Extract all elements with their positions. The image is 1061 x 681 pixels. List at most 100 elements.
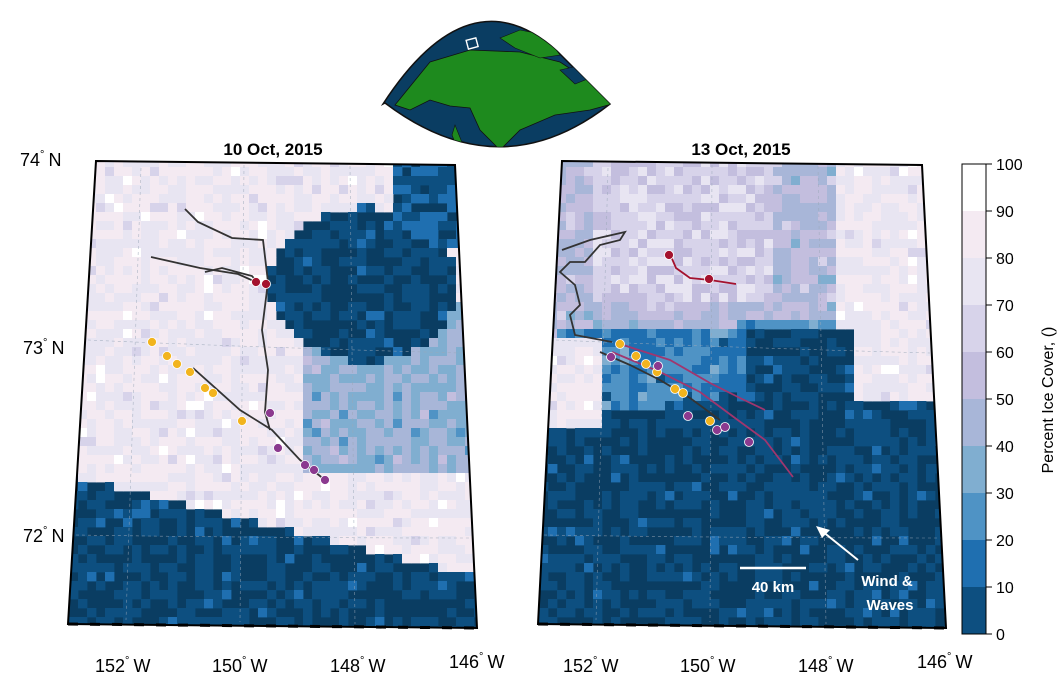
ice-cell <box>456 545 466 555</box>
ice-cell <box>69 356 79 366</box>
ice-cell <box>375 509 385 519</box>
ice-cell <box>195 437 205 447</box>
ice-cell <box>881 554 891 564</box>
ice-cell <box>204 410 214 420</box>
ice-cell <box>114 230 124 240</box>
ice-cell <box>620 626 630 628</box>
ice-cell <box>420 482 430 492</box>
ice-cell <box>647 401 657 411</box>
ice-cell <box>809 221 819 231</box>
ice-cell <box>863 167 873 177</box>
ice-cell <box>177 392 187 402</box>
ice-cell <box>240 581 250 591</box>
ice-cell <box>890 617 900 627</box>
ice-cell <box>647 284 657 294</box>
ice-cell <box>575 383 585 393</box>
ice-cell <box>285 455 295 465</box>
ice-cell <box>854 185 864 195</box>
ice-cell <box>420 527 430 537</box>
buoy-marker <box>208 388 218 398</box>
ice-cell <box>114 212 124 222</box>
ice-cell <box>935 194 945 204</box>
ice-cell <box>150 284 160 294</box>
ice-cell <box>438 590 448 600</box>
ice-cell <box>483 302 492 311</box>
ice-cell <box>746 275 756 285</box>
ice-cell <box>538 482 540 492</box>
ice-cell <box>150 626 160 628</box>
ice-cell <box>402 365 412 375</box>
ice-cell <box>195 599 205 609</box>
ice-cell <box>357 509 367 519</box>
ice-cell <box>204 437 214 447</box>
ice-cell <box>538 374 540 384</box>
ice-cell <box>773 176 783 186</box>
ice-cell <box>782 599 792 609</box>
ice-cell <box>78 545 88 555</box>
ice-cell <box>557 356 567 366</box>
ice-cell <box>123 608 133 618</box>
ice-cell <box>539 284 549 294</box>
ice-cell <box>330 374 340 384</box>
ice-cell <box>204 374 214 384</box>
ice-cell <box>539 266 549 276</box>
ice-cell <box>456 374 466 384</box>
ice-cell <box>222 581 232 591</box>
ice-cell <box>159 464 169 474</box>
ice-cell <box>411 185 421 195</box>
ice-cell <box>746 203 756 213</box>
ice-cell <box>141 203 151 213</box>
ice-cell <box>438 284 448 294</box>
ice-cell <box>737 302 747 312</box>
ice-cell <box>68 383 70 393</box>
ice-cell <box>809 212 819 222</box>
ice-cell <box>863 374 873 384</box>
ice-cell <box>611 311 621 321</box>
ice-cell <box>312 482 322 492</box>
ice-cell <box>276 338 286 348</box>
ice-cell <box>611 554 621 564</box>
ice-cell <box>782 518 792 528</box>
ice-cell <box>818 599 828 609</box>
ice-cell <box>393 176 403 186</box>
ice-cell <box>87 275 97 285</box>
ice-cell <box>584 230 594 240</box>
ice-cell <box>402 383 412 393</box>
ice-cell <box>420 500 430 510</box>
ice-cell <box>330 464 340 474</box>
ice-cell <box>366 428 376 438</box>
ice-cell <box>854 527 864 537</box>
ice-cell <box>935 329 945 339</box>
ice-cell <box>620 176 630 186</box>
ice-cell <box>899 230 909 240</box>
ice-cell <box>267 536 277 546</box>
ice-cell <box>465 266 475 276</box>
ice-cell <box>321 374 331 384</box>
ice-cell <box>800 437 810 447</box>
ice-cell <box>339 176 349 186</box>
ice-cell <box>935 221 945 231</box>
ice-cell <box>692 401 702 411</box>
ice-cell <box>566 392 576 402</box>
ice-cell <box>593 302 603 312</box>
ice-cell <box>96 509 106 519</box>
ice-cell <box>123 161 133 168</box>
ice-cell <box>186 203 196 213</box>
ice-cell <box>863 392 873 402</box>
ice-cell <box>890 311 900 321</box>
drift-tracks-13-oct <box>558 230 794 478</box>
ice-cell <box>411 500 421 510</box>
ice-cell <box>141 161 151 168</box>
ice-cell <box>656 419 666 429</box>
ice-cell <box>123 221 133 231</box>
ice-cell <box>800 410 810 420</box>
ice-cell <box>926 383 936 393</box>
ice-cell <box>647 572 657 582</box>
ice-cell <box>195 338 205 348</box>
ice-cell <box>584 509 594 519</box>
ice-cell <box>611 383 621 393</box>
ice-cell <box>674 293 684 303</box>
ice-cell <box>447 239 457 249</box>
ice-cell <box>285 482 295 492</box>
